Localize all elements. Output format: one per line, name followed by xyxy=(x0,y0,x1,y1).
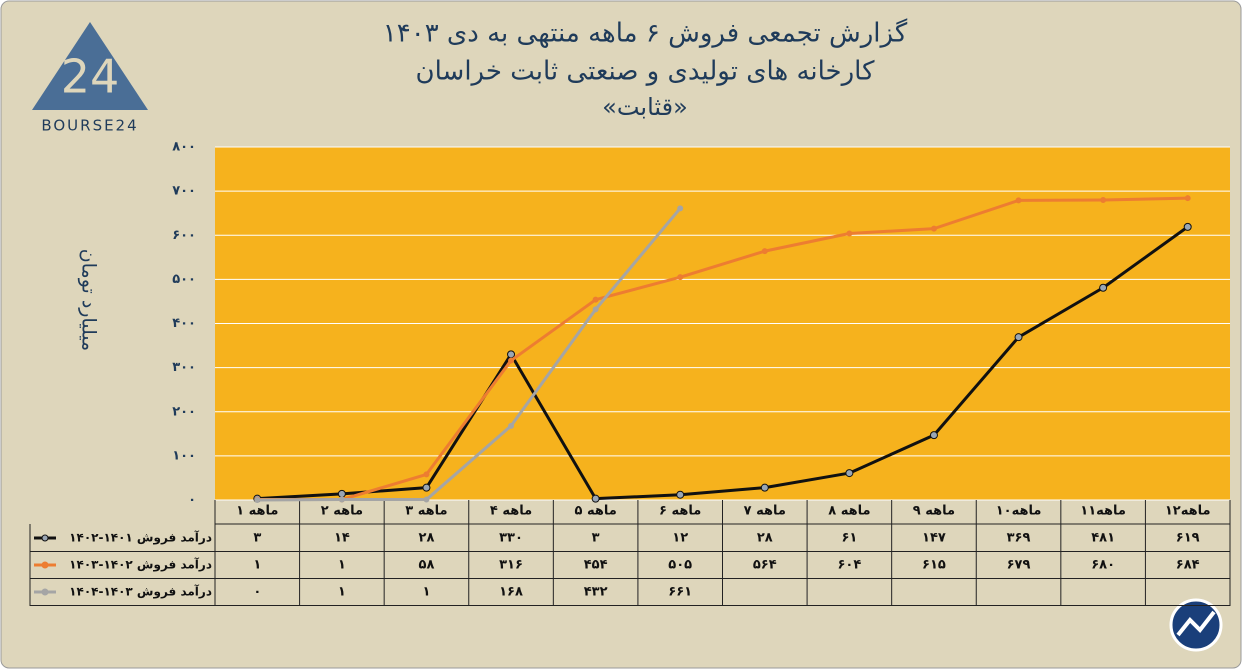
x-tick-label: ۸ ماهه xyxy=(828,504,870,519)
data-point xyxy=(677,205,684,212)
data-point xyxy=(423,471,430,478)
table-value: ۳ xyxy=(592,531,600,546)
y-tick-label: ۱۰۰ xyxy=(172,448,196,463)
legend-label: درآمد فروش ۱۴۰۲-۱۴۰۳ xyxy=(69,557,212,573)
table-value: ۳ xyxy=(253,531,261,546)
table-value: ۴۸۱ xyxy=(1091,531,1115,546)
x-tick-label: ۳ ماهه xyxy=(405,504,447,519)
table-value: ۶۱۵ xyxy=(922,558,946,573)
data-point xyxy=(338,496,345,503)
x-tick-label: ۱۲ماهه xyxy=(1165,504,1211,519)
data-point xyxy=(1014,333,1023,342)
y-tick-label: ۸۰۰ xyxy=(172,140,196,155)
series-line xyxy=(257,207,682,502)
table-value: ۶۰۴ xyxy=(837,558,861,573)
legend-marker xyxy=(41,588,49,596)
data-point xyxy=(423,496,430,503)
logo: 24 BOURSE24 xyxy=(32,22,148,135)
x-tick-label: ۷ ماهه xyxy=(744,504,786,519)
y-tick-label: ۲۰۰ xyxy=(172,404,196,419)
y-tick-label: ۰ xyxy=(188,493,196,508)
series-line xyxy=(257,196,1188,502)
table-value: ۱ xyxy=(338,585,346,600)
table-value: ۱۴ xyxy=(334,531,350,546)
data-point xyxy=(1100,196,1107,203)
data-point xyxy=(1184,195,1191,202)
table-value: ۱ xyxy=(338,558,346,573)
table-value: ۲۸ xyxy=(419,531,435,546)
logo-text: BOURSE24 xyxy=(41,117,138,135)
legend-marker xyxy=(41,534,49,542)
data-point xyxy=(592,306,599,313)
table-value: ۱۲ xyxy=(672,531,688,546)
x-tick-label: ۲ ماهه xyxy=(321,504,363,519)
table-value: ۳۶۹ xyxy=(1007,531,1031,546)
data-point xyxy=(591,494,600,503)
table-value: ۴۳۲ xyxy=(584,585,608,600)
table-value: ۲۸ xyxy=(757,531,773,546)
y-tick-label: ۶۰۰ xyxy=(172,228,196,243)
data-point xyxy=(337,489,346,498)
data-point xyxy=(760,483,769,492)
data-point xyxy=(676,490,685,499)
chart-title: کارخانه های تولیدی و صنعتی ثابت خراسان xyxy=(416,57,876,87)
y-axis-label: میلیارد تومان xyxy=(78,249,100,351)
data-point xyxy=(929,431,938,440)
table-value: ۶۱ xyxy=(841,531,857,546)
table-value: ۶۸۴ xyxy=(1176,558,1200,573)
table-value: ۶۷۹ xyxy=(1007,558,1031,573)
y-tick-label: ۳۰۰ xyxy=(172,360,196,375)
table-value: ۱۴۷ xyxy=(922,531,946,546)
data-point xyxy=(677,274,684,281)
x-tick-label: ۵ ماهه xyxy=(574,504,616,519)
x-tick-label: ۱۱ماهه xyxy=(1080,504,1126,519)
x-tick-label: ۹ ماهه xyxy=(913,504,955,519)
chart-title: «قثابت» xyxy=(602,93,688,121)
legend-label: درآمد فروش ۱۴۰۱-۱۴۰۲ xyxy=(69,530,212,546)
data-point xyxy=(508,422,515,429)
table-value: ۰ xyxy=(253,585,261,600)
table-value: ۴۵۴ xyxy=(584,558,608,573)
table-value: ۱ xyxy=(253,558,261,573)
data-point xyxy=(254,497,261,503)
legend-label: درآمد فروش ۱۴۰۳-۱۴۰۴ xyxy=(69,584,212,600)
y-tick-label: ۷۰۰ xyxy=(172,184,196,199)
x-tick-label: ۱۰ماهه xyxy=(996,504,1042,519)
y-tick-label: ۵۰۰ xyxy=(172,272,196,287)
y-tick-label: ۴۰۰ xyxy=(172,316,196,331)
table-value: ۶۶۱ xyxy=(668,585,692,600)
data-point xyxy=(422,483,431,492)
data-point xyxy=(761,248,768,255)
table-value: ۳۳۰ xyxy=(499,531,523,546)
data-point xyxy=(1015,197,1022,204)
chart-title: گزارش تجمعی فروش ۶ ماهه منتهی به دی ۱۴۰۳ xyxy=(383,18,908,49)
x-tick-label: ۶ ماهه xyxy=(659,504,701,519)
table-value: ۶۸۰ xyxy=(1091,558,1115,573)
data-point xyxy=(1183,222,1192,231)
data-point xyxy=(845,469,854,478)
data-point xyxy=(592,296,599,303)
table-value: ۳۱۶ xyxy=(499,558,523,573)
table-value: ۵۰۵ xyxy=(668,558,692,573)
series-line xyxy=(257,225,1189,501)
table-value: ۵۸ xyxy=(419,558,435,573)
table-value: ۱ xyxy=(422,585,430,600)
table-value: ۱۶۸ xyxy=(499,585,523,600)
svg-text:24: 24 xyxy=(61,50,120,104)
data-point xyxy=(507,350,516,359)
data-point xyxy=(846,230,853,237)
legend-marker xyxy=(41,561,49,569)
data-point xyxy=(1099,283,1108,292)
table-value: ۵۶۴ xyxy=(753,558,777,573)
x-tick-label: ۱ ماهه xyxy=(236,504,278,519)
x-tick-label: ۴ ماهه xyxy=(490,504,532,519)
data-point xyxy=(508,357,515,364)
brand-icon xyxy=(1169,598,1223,652)
table-value: ۶۱۹ xyxy=(1176,531,1200,546)
data-point xyxy=(930,225,937,232)
